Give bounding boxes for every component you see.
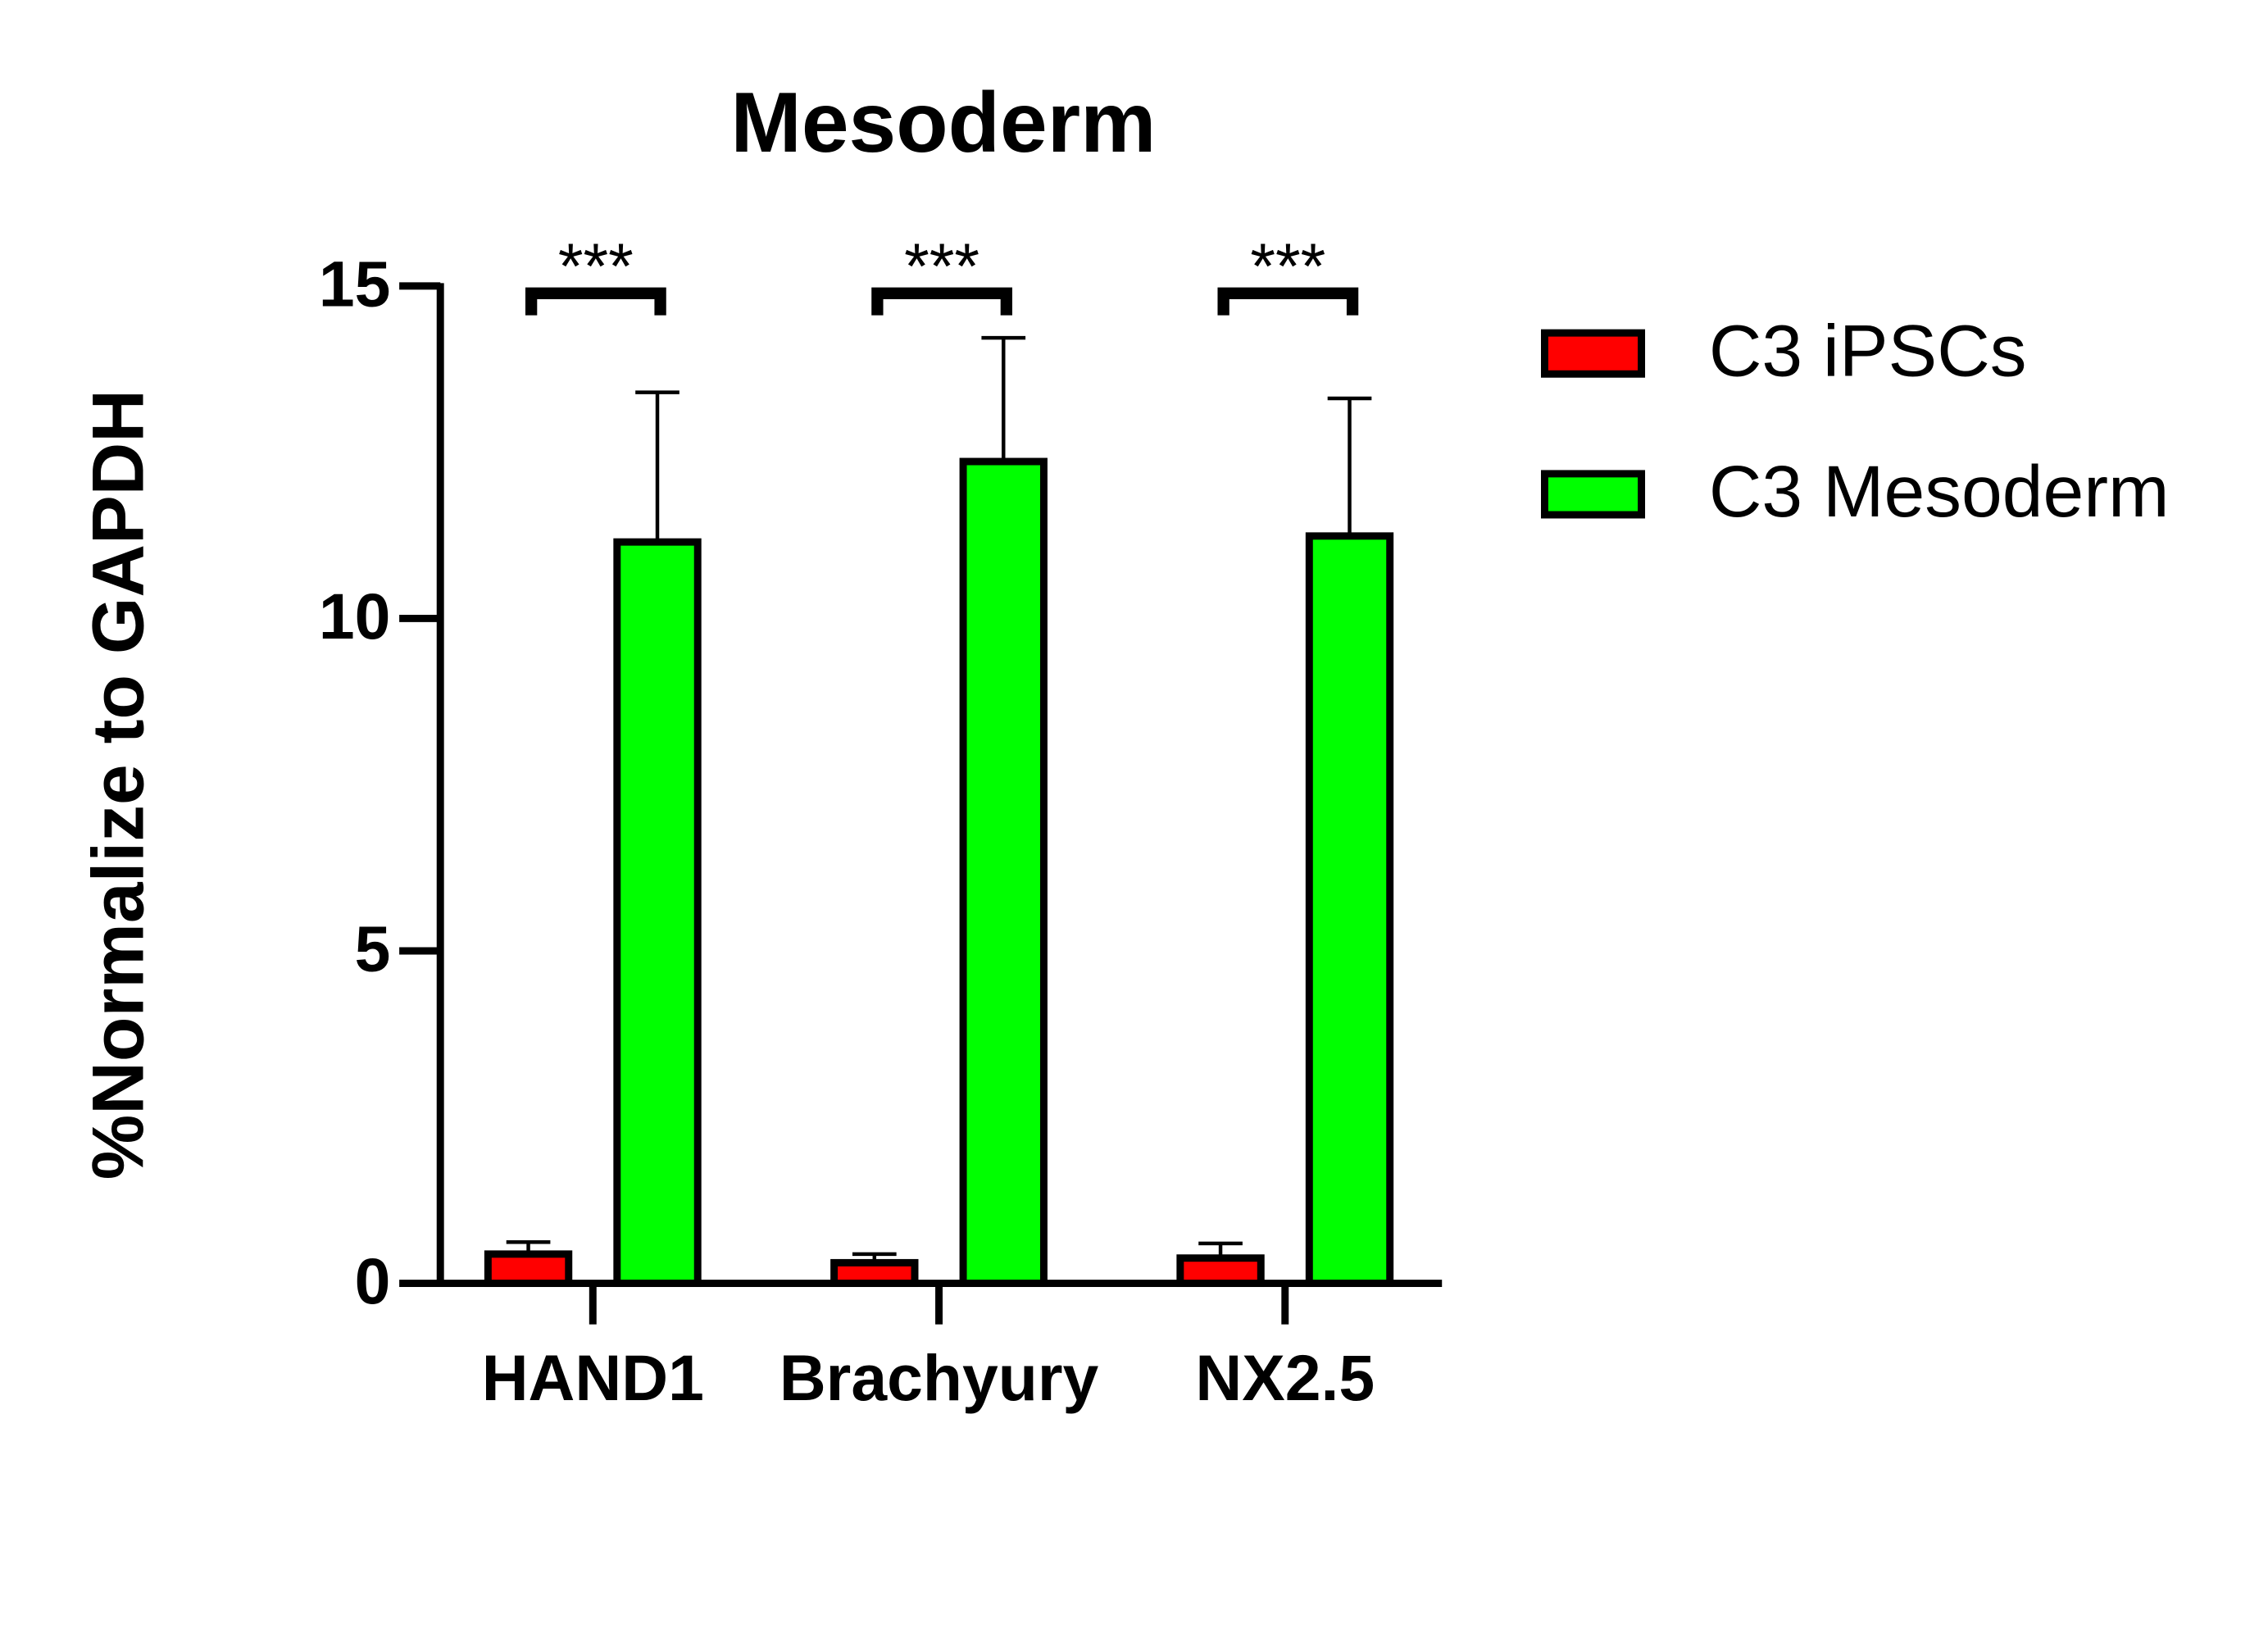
x-tick-label: HAND1 <box>482 1342 704 1414</box>
significance-label: *** <box>1250 230 1325 302</box>
legend-label: C3 iPSCs <box>1709 309 2027 391</box>
bar <box>830 1258 919 1288</box>
significance-bracket <box>525 287 666 316</box>
legend-swatch <box>1540 329 1646 378</box>
y-axis-label: %Normalize to GAPDH <box>76 389 158 1180</box>
legend-label: C3 Mesoderm <box>1709 450 2170 532</box>
significance-label: *** <box>558 230 634 302</box>
y-tick-label: 15 <box>319 248 391 320</box>
bar <box>1176 1254 1265 1288</box>
legend-swatch <box>1540 470 1646 519</box>
significance-bracket <box>1217 287 1359 316</box>
significance-bracket <box>871 287 1012 316</box>
y-tick-label: 5 <box>355 912 391 985</box>
chart-title: Mesoderm <box>730 75 1156 170</box>
bar <box>1305 532 1394 1288</box>
x-tick-label: NX2.5 <box>1195 1342 1375 1414</box>
bar <box>484 1250 573 1288</box>
bar <box>959 457 1048 1288</box>
significance-label: *** <box>904 230 979 302</box>
bar <box>613 538 702 1288</box>
x-tick-label: Brachyury <box>779 1342 1099 1414</box>
y-tick-label: 10 <box>319 580 391 653</box>
y-tick-label: 0 <box>355 1245 391 1317</box>
